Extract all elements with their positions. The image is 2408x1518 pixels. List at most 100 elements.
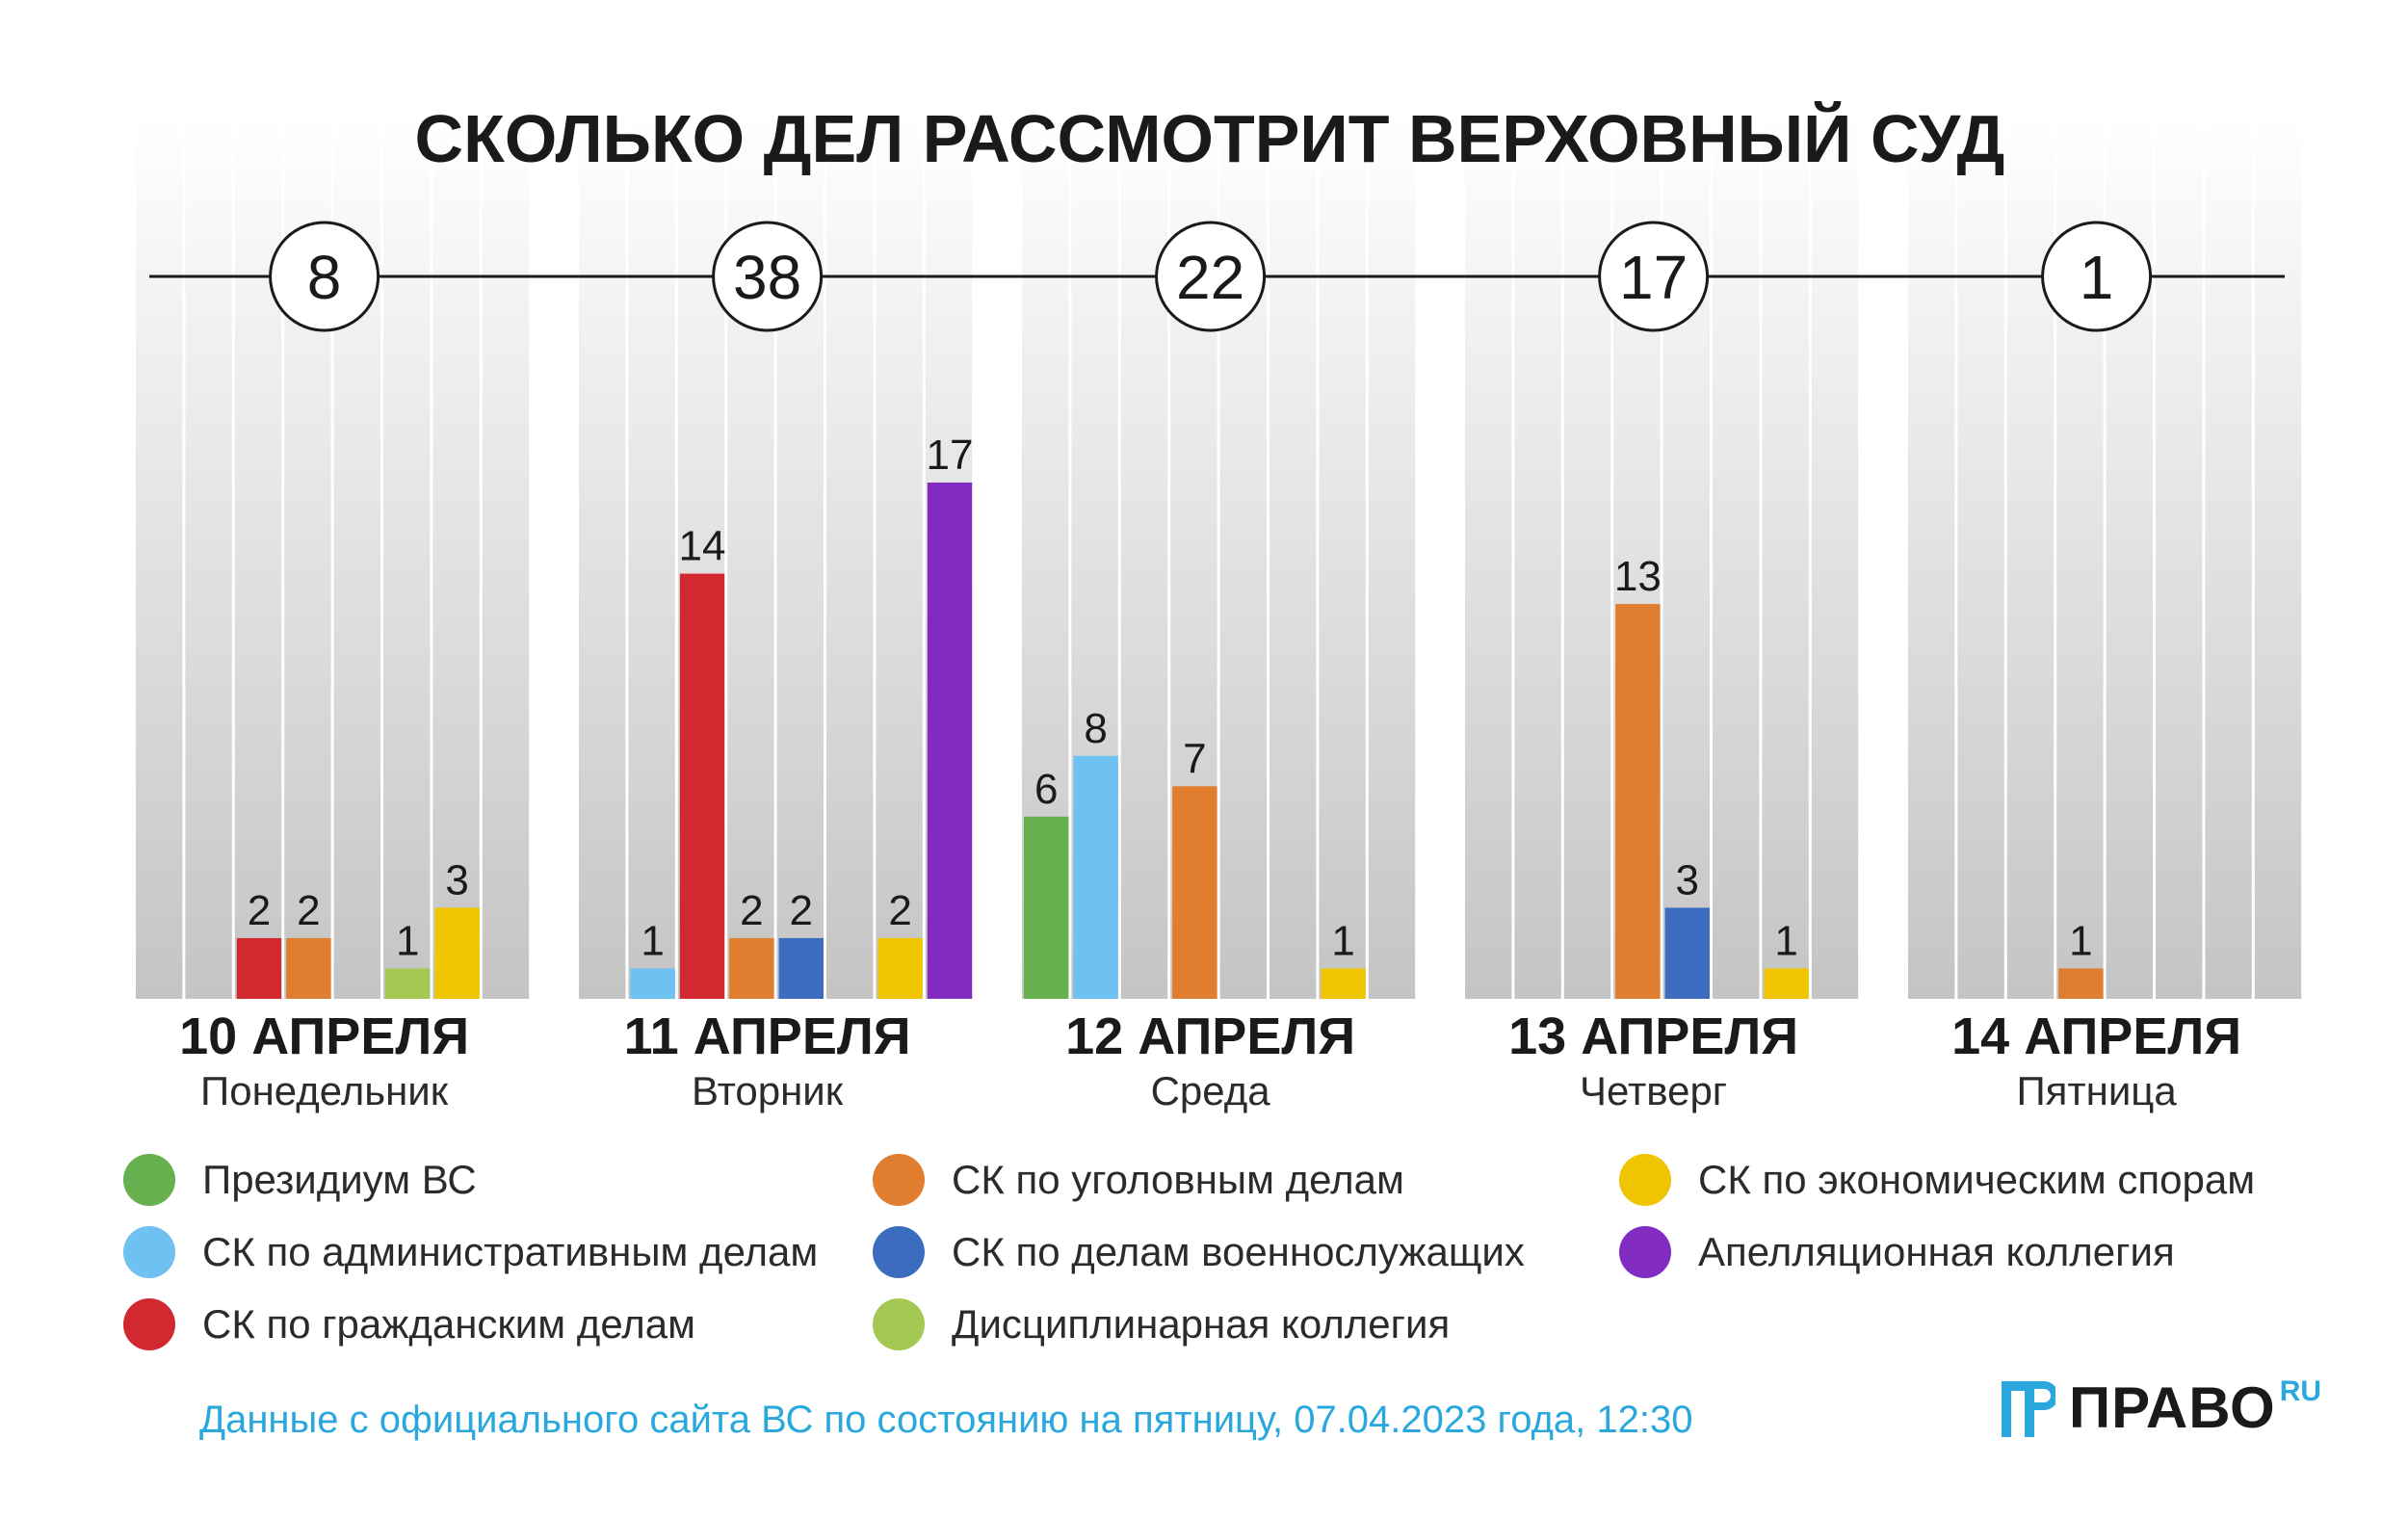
pravo-ru-logo: ПРАВО RU <box>2002 1377 2321 1439</box>
day-date-label: 13 АПРЕЛЯ <box>1508 1008 1798 1065</box>
background-stripe <box>2205 116 2252 999</box>
bar <box>927 483 973 999</box>
legend-label: СК по гражданским делам <box>202 1301 696 1347</box>
bar-value-label: 1 <box>641 917 664 964</box>
background-stripe <box>234 116 282 999</box>
day-total-label: 17 <box>1619 243 1688 312</box>
chart-title: СКОЛЬКО ДЕЛ РАССМОТРИТ ВЕРХОВНЫЙ СУД <box>415 100 2005 176</box>
bar <box>1764 968 1809 999</box>
background-stripe <box>2156 116 2203 999</box>
legend-swatch <box>873 1298 925 1350</box>
bar-value-label: 3 <box>445 856 468 903</box>
bar-value-label: 3 <box>1676 856 1699 903</box>
legend-item-civil: СК по гражданским делам <box>123 1296 695 1353</box>
bar-value-label: 2 <box>888 887 911 934</box>
day-weekday-label: Среда <box>1151 1068 1271 1113</box>
background-stripe <box>1368 116 1416 999</box>
bar-value-label: 2 <box>790 887 813 934</box>
background-stripe <box>1563 116 1611 999</box>
background-stripe <box>1465 116 1512 999</box>
legend-label: СК по делам военнослужащих <box>952 1229 1525 1274</box>
source-note: Данные с официального сайта ВС по состоя… <box>199 1399 1693 1441</box>
day-total-label: 22 <box>1176 243 1244 312</box>
background-stripe <box>1811 116 1859 999</box>
legend-swatch <box>873 1226 925 1278</box>
background-stripe <box>1713 116 1760 999</box>
background-stripe <box>2006 116 2055 999</box>
legend-label: Дисциплинарная коллегия <box>952 1301 1451 1347</box>
day-date-label: 12 АПРЕЛЯ <box>1065 1008 1355 1065</box>
bar-value-label: 17 <box>927 432 974 479</box>
bar <box>236 937 282 999</box>
bar <box>1172 786 1217 999</box>
bar <box>1321 968 1366 999</box>
bar <box>729 937 774 999</box>
bar <box>385 968 431 999</box>
bar <box>778 937 824 999</box>
day-total-circle <box>2041 221 2153 332</box>
legend-label: СК по экономическим спорам <box>1698 1157 2256 1202</box>
day-total-label: 1 <box>2080 243 2114 312</box>
legend-item-criminal: СК по уголовным делам <box>873 1151 1404 1209</box>
bar-value-label: 14 <box>679 523 726 570</box>
bar-value-label: 7 <box>1183 735 1206 782</box>
bar-value-label: 1 <box>396 917 419 964</box>
day-total-label: 38 <box>733 243 801 312</box>
legend-item-military: СК по делам военнослужащих <box>873 1223 1525 1281</box>
legend-item-administrative: СК по административным делам <box>123 1223 818 1281</box>
chart-legend: Президиум ВС СК по административным дела… <box>123 1151 2339 1382</box>
day-date-label: 14 АПРЕЛЯ <box>1951 1008 2241 1065</box>
background-stripe <box>579 116 626 999</box>
background-stripe <box>383 116 431 999</box>
bar <box>679 573 725 999</box>
day-weekday-label: Понедельник <box>200 1068 449 1113</box>
legend-swatch <box>1619 1154 1671 1206</box>
day-total-circle <box>269 221 380 332</box>
background-stripe <box>876 116 923 999</box>
background-stripe <box>432 116 480 999</box>
bar <box>1615 604 1661 999</box>
background-stripe <box>1269 116 1317 999</box>
background-stripe <box>1957 116 2004 999</box>
background-stripe <box>628 116 675 999</box>
legend-swatch <box>123 1154 175 1206</box>
bar-value-label: 1 <box>1331 917 1354 964</box>
legend-label: Президиум ВС <box>202 1157 477 1202</box>
pravo-logo-icon <box>2002 1381 2055 1437</box>
background-stripe <box>136 116 183 999</box>
legend-label: СК по уголовным делам <box>952 1157 1404 1202</box>
background-stripe <box>826 116 874 999</box>
bar-value-label: 1 <box>2069 917 2092 964</box>
day-weekday-label: Вторник <box>692 1068 844 1113</box>
bar-value-label: 2 <box>297 887 320 934</box>
bar-value-label: 2 <box>248 887 271 934</box>
day-total-circle <box>1598 221 1710 332</box>
legend-swatch <box>1619 1226 1671 1278</box>
background-stripe <box>1762 116 1809 999</box>
day-weekday-label: Четверг <box>1580 1068 1727 1113</box>
background-stripe <box>1514 116 1561 999</box>
legend-item-disciplinary: Дисциплинарная коллегия <box>873 1296 1450 1353</box>
legend-swatch <box>873 1154 925 1206</box>
background-stripe <box>1319 116 1366 999</box>
bar-value-label: 2 <box>740 887 763 934</box>
background-stripe <box>185 116 232 999</box>
legend-item-appellate: Апелляционная коллегия <box>1619 1223 2175 1281</box>
background-stripe <box>1908 116 1955 999</box>
legend-label: Апелляционная коллегия <box>1698 1229 2175 1274</box>
legend-item-economic: СК по экономическим спорам <box>1619 1151 2255 1209</box>
bar-value-label: 13 <box>1614 553 1662 600</box>
bar <box>434 907 480 999</box>
bar <box>286 937 331 999</box>
bar-value-label: 1 <box>1774 917 1797 964</box>
background-stripe <box>2254 116 2302 999</box>
bar <box>1024 816 1069 999</box>
legend-item-presidium: Президиум ВС <box>123 1151 477 1209</box>
day-total-circle <box>712 221 824 332</box>
logo-word: ПРАВО <box>2069 1375 2276 1440</box>
background-stripe <box>1120 116 1168 999</box>
day-total-circle <box>1155 221 1267 332</box>
bar <box>877 937 923 999</box>
day-total-label: 8 <box>307 243 342 312</box>
